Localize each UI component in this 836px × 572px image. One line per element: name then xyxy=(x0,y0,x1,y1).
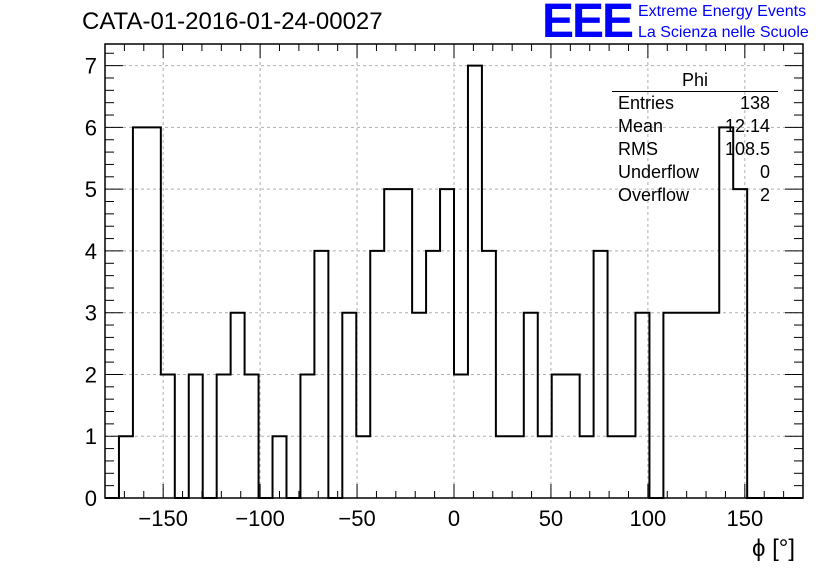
stats-label: Mean xyxy=(618,116,664,136)
x-tick-label: 100 xyxy=(630,506,667,531)
tick-labels: −150 −100 −50 0 50 100 150 0 1 2 3 4 5 6 7 xyxy=(85,54,763,531)
stats-label: RMS xyxy=(618,139,658,159)
stats-box: Phi Entries 138 Mean 12.14 RMS 108.5 Und… xyxy=(612,70,778,207)
x-axis-label: ϕ [°] xyxy=(752,535,796,562)
logo-caption-line1: Extreme Energy Events xyxy=(638,3,807,20)
stats-row-overflow: Overflow 2 xyxy=(612,184,778,207)
stats-value: 138 xyxy=(739,93,770,113)
x-tick-label: 150 xyxy=(726,506,763,531)
x-tick-label: 50 xyxy=(539,506,563,531)
stats-row-underflow: Underflow 0 xyxy=(612,161,778,184)
y-tick-label: 5 xyxy=(85,177,97,202)
y-tick-label: 4 xyxy=(85,239,97,264)
y-tick-label: 7 xyxy=(85,54,97,79)
x-tick-label: −50 xyxy=(338,506,375,531)
stats-value: 2 xyxy=(759,185,770,205)
axis-ticks xyxy=(105,44,803,499)
x-tick-label: −150 xyxy=(138,506,188,531)
eee-logo: EEE xyxy=(542,0,634,48)
stats-row-mean: Mean 12.14 xyxy=(612,115,778,138)
y-tick-label: 2 xyxy=(85,362,97,387)
stats-label: Overflow xyxy=(618,185,690,205)
x-tick-label: 0 xyxy=(448,506,460,531)
y-tick-label: 6 xyxy=(85,115,97,140)
y-tick-label: 3 xyxy=(85,301,97,326)
y-tick-label: 1 xyxy=(85,424,97,449)
stats-label: Entries xyxy=(618,93,675,113)
stats-value: 108.5 xyxy=(724,139,770,159)
run-title: CATA-01-2016-01-24-00027 xyxy=(82,8,383,35)
stats-label: Underflow xyxy=(618,162,700,182)
y-tick-label: 0 xyxy=(85,486,97,511)
logo-caption-line2: La Scienza nelle Scuole xyxy=(638,24,809,41)
x-tick-label: −100 xyxy=(235,506,285,531)
stats-row-rms: RMS 108.5 xyxy=(612,138,778,161)
stats-value: 0 xyxy=(759,162,770,182)
stats-title: Phi xyxy=(612,70,778,92)
stats-value: 12.14 xyxy=(724,116,770,136)
stats-row-entries: Entries 138 xyxy=(612,92,778,115)
